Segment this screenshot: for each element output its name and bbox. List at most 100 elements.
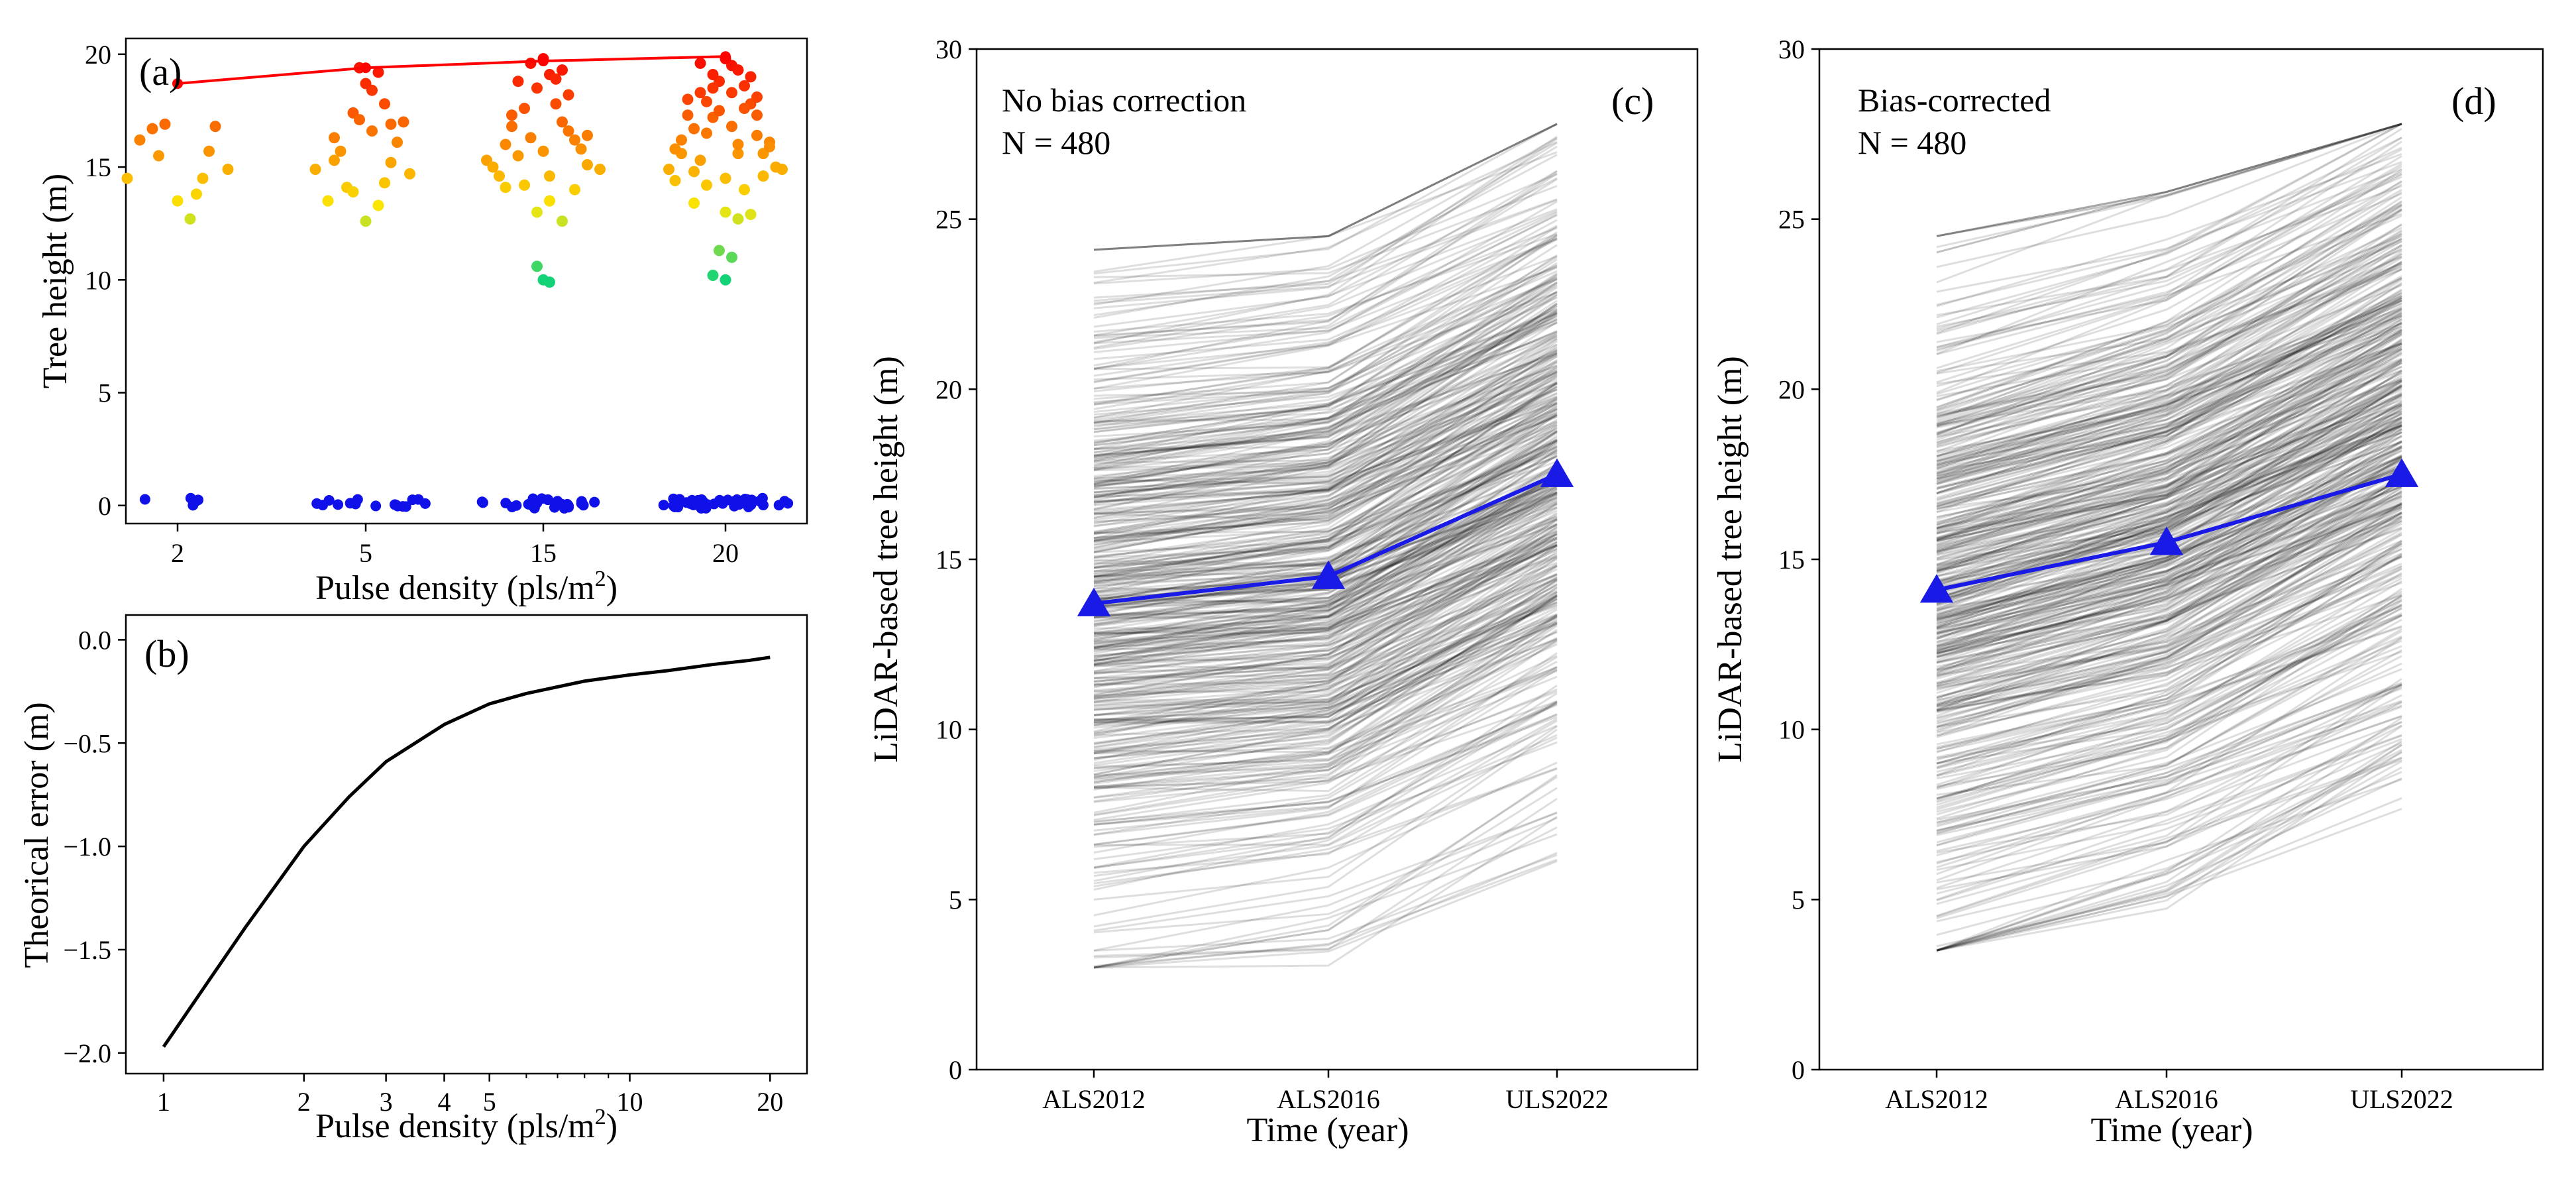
panel-a-height-point [739, 80, 750, 91]
panel-c-tree-line [1093, 543, 1558, 651]
panel-a-height-point [732, 148, 744, 160]
panel-d-tree-line [1936, 345, 2402, 551]
panel-c-tree-line [1093, 310, 1558, 461]
panel-c-y-tick-label: 15 [936, 545, 962, 575]
panel-d-tree-line [1936, 439, 2402, 624]
panel-d-tree-line [1936, 342, 2402, 483]
panel-c-tree-line [1093, 523, 1558, 699]
panel-d-tree-line [1936, 724, 2402, 918]
panel-c-tree-line [1093, 666, 1558, 836]
panel-a-ground-point [754, 496, 765, 507]
panel-c-tree-line [1093, 624, 1558, 816]
panel-c-tree-line [1093, 480, 1558, 637]
panel-d-tree-line [1936, 384, 2402, 612]
panel-c-tree-line [1093, 338, 1558, 469]
panel-d-tree-line [1936, 424, 2402, 655]
panel-c-tree-line [1093, 278, 1558, 390]
panel-d-tree-line [1936, 313, 2402, 463]
panel-c-tree-line [1093, 281, 1558, 431]
panel-c-tree-line [1093, 256, 1558, 397]
panel-d-tree-line [1936, 307, 2402, 533]
panel-a-ground-point [400, 501, 411, 512]
panel-b-y-tick-label: −0.5 [63, 728, 111, 758]
panel-c-tree-line [1093, 370, 1558, 494]
panel-d-tree-line [1936, 123, 2402, 268]
panel-b-x-ticks: 1 2 3 4 5 10 20 [157, 1074, 783, 1117]
panel-c-tree-line [1093, 416, 1558, 535]
panel-d-tree-line [1936, 203, 2402, 401]
panel-d-tree-line [1936, 350, 2402, 539]
panel-c-tree-line [1093, 430, 1558, 534]
panel-d-tree-line [1936, 603, 2402, 759]
panel-d-tree-line [1936, 183, 2402, 408]
panel-c-tree-line [1093, 463, 1558, 645]
panel-c-tree-line [1093, 198, 1558, 302]
panel-c-tree-line [1093, 338, 1558, 504]
panel-a-ground-point [476, 496, 488, 508]
panel-d-tree-line [1936, 466, 2402, 687]
panel-c-tree-line [1093, 537, 1558, 665]
panel-a-height-point [663, 163, 674, 175]
panel-c-x-tick-label: ALS2012 [1042, 1084, 1146, 1114]
panel-c-tree-line [1093, 381, 1558, 569]
panel-c-tree-line [1093, 330, 1558, 470]
panel-a-height-point [372, 199, 384, 211]
panel-c-x-ticks: ALS2012 ALS2016 ULS2022 [1042, 1070, 1609, 1114]
panel-d-tree-line [1936, 291, 2402, 511]
panel-d-tree-line [1936, 148, 2402, 330]
panel-c-tree-line [1093, 536, 1558, 644]
panel-c-tree-line [1093, 701, 1558, 869]
panel-c-tree-line [1093, 531, 1558, 699]
panel-c-tree-line [1093, 583, 1558, 724]
panel-d-tree-line [1936, 498, 2402, 706]
panel-d-tree-line [1936, 484, 2402, 664]
panel-d-tree-line [1936, 353, 2402, 519]
panel-d-tree-line [1936, 312, 2402, 508]
panel-d-tree-line [1936, 332, 2402, 541]
panel-d-tree-line [1936, 176, 2402, 352]
panel-d-tree-line [1936, 293, 2402, 475]
panel-d-tree-line [1936, 329, 2402, 495]
panel-d-tree-line [1936, 333, 2402, 506]
panel-a-height-point [694, 87, 706, 99]
panel-d-tree-line [1936, 276, 2402, 467]
panel-d-tree-line [1936, 490, 2402, 672]
panel-d-tree-line [1936, 476, 2402, 664]
panel-b-y-tick-label: −1.5 [63, 935, 111, 965]
panel-c-tree-line [1093, 408, 1558, 559]
panel-a-height-point [500, 139, 511, 150]
panel-d-tree-line [1936, 200, 2402, 434]
panel-d-tree-line [1936, 778, 2402, 952]
panel-d-tree-line [1936, 357, 2402, 505]
panel-a-height-point [506, 109, 517, 121]
panel-d-tree-line [1936, 123, 2402, 254]
panel-d-tree-line [1936, 547, 2402, 737]
panel-d-tree-line [1936, 327, 2402, 485]
panel-c-tree-line [1093, 255, 1558, 377]
panel-d-tree-line [1936, 480, 2402, 717]
panel-d-tree-line [1936, 235, 2402, 388]
panel-d-tree-line [1936, 180, 2402, 384]
panel-d-tree-line [1936, 344, 2402, 541]
panel-d-marks [1919, 123, 2419, 952]
panel-c-tree-line [1093, 526, 1558, 686]
panel-d-tree-line [1936, 520, 2402, 732]
panel-c-tree-line [1093, 208, 1558, 337]
panel-c-tree-line [1093, 331, 1558, 467]
panel-a-y-tick-label: 20 [85, 40, 111, 70]
panel-d-tree-line [1936, 311, 2402, 455]
panel-c-tree-line [1093, 513, 1558, 697]
panel-d-tree-line [1936, 516, 2402, 708]
panel-c-label: (c) [1611, 80, 1654, 123]
panel-c-tree-line [1093, 270, 1558, 419]
panel-a-height-point [544, 195, 555, 207]
panel-d-tree-line [1936, 455, 2402, 634]
panel-c-tree-line [1093, 618, 1558, 781]
panel-d-tree-line [1936, 332, 2402, 541]
panel-c-tree-line [1093, 414, 1558, 534]
panel-c-tree-line [1093, 447, 1558, 592]
panel-d-tree-line [1936, 321, 2402, 546]
panel-d-tree-line [1936, 425, 2402, 571]
panel-d-tree-line [1936, 503, 2402, 674]
panel-c-tree-line [1093, 172, 1558, 366]
